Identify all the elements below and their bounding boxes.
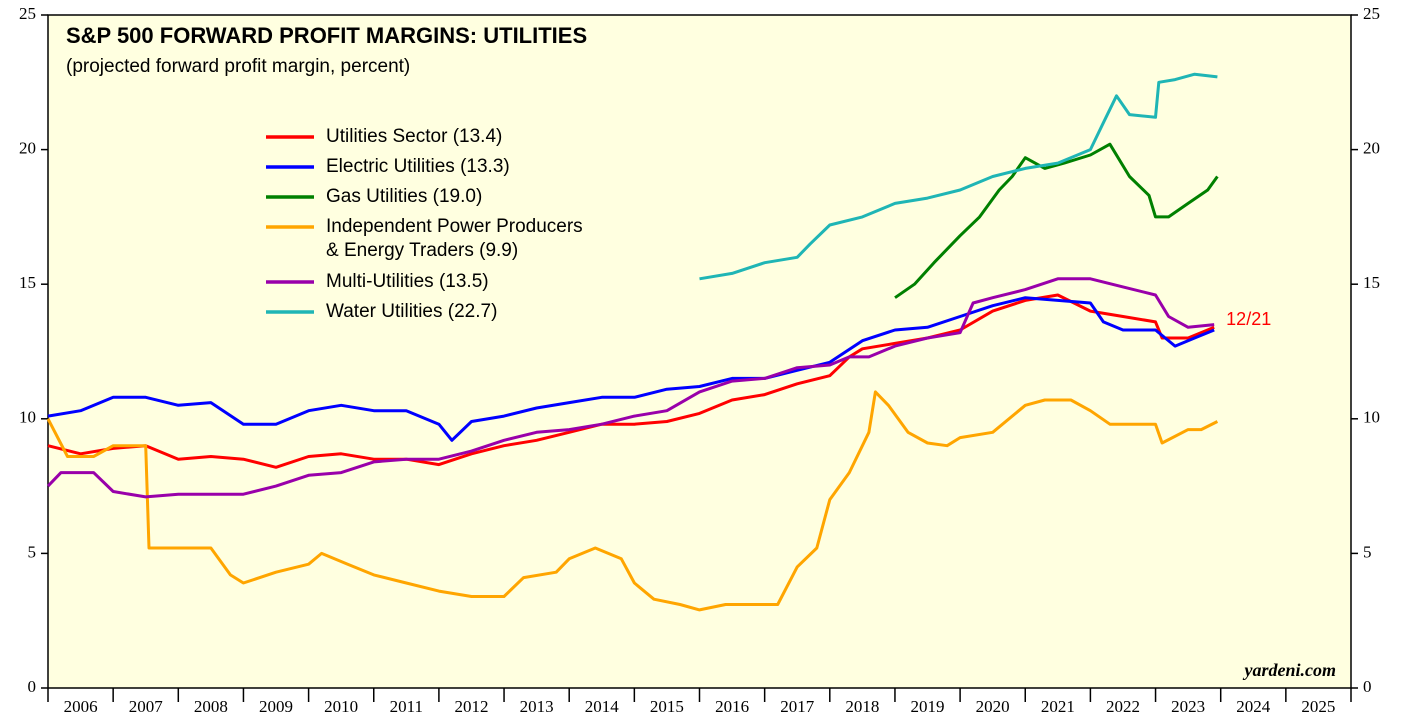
x-tick-label: 2018: [845, 697, 879, 716]
legend-label: Electric Utilities (13.3): [326, 156, 510, 177]
legend-label: Utilities Sector (13.4): [326, 126, 502, 147]
x-tick-label: 2006: [64, 697, 98, 716]
x-tick-label: 2022: [1106, 697, 1140, 716]
legend-label: Multi-Utilities (13.5): [326, 271, 489, 292]
series-line: [699, 72, 1218, 281]
y-tick-label: 15: [19, 273, 36, 292]
legend-label: Independent Power Producers & Energy Trad…: [326, 216, 583, 261]
y2-tick-label: 15: [1363, 273, 1380, 292]
y-tick-label: 5: [28, 542, 37, 561]
x-tick-label: 2010: [324, 697, 358, 716]
legend-label: Gas Utilities (19.0): [326, 186, 482, 207]
annotation: 12/21: [1226, 309, 1271, 329]
x-tick-label: 2020: [976, 697, 1010, 716]
series-line: [46, 390, 1219, 612]
x-tick-label: 2024: [1236, 697, 1271, 716]
series-line: [894, 142, 1219, 299]
y2-tick-label: 25: [1363, 4, 1380, 23]
x-tick-label: 2017: [780, 697, 815, 716]
x-tick-label: 2016: [715, 697, 749, 716]
x-tick-label: 2025: [1301, 697, 1335, 716]
y2-tick-label: 5: [1363, 542, 1372, 561]
series-line: [47, 293, 1215, 469]
legend-label: Water Utilities (22.7): [326, 301, 497, 322]
x-tick-label: 2008: [194, 697, 228, 716]
y-tick-label: 0: [28, 677, 37, 696]
x-tick-label: 2014: [585, 697, 620, 716]
x-tick-label: 2012: [454, 697, 488, 716]
y-tick-label: 10: [19, 408, 36, 427]
y2-tick-label: 20: [1363, 139, 1380, 158]
x-tick-label: 2009: [259, 697, 293, 716]
chart-title: S&P 500 FORWARD PROFIT MARGINS: UTILITIE…: [66, 23, 587, 48]
y-tick-label: 20: [19, 139, 36, 158]
x-tick-label: 2015: [650, 697, 684, 716]
y-tick-label: 25: [19, 4, 36, 23]
x-tick-label: 2011: [390, 697, 423, 716]
series-line: [46, 277, 1215, 499]
y2-tick-label: 0: [1363, 677, 1372, 696]
source: yardeni.com: [1243, 660, 1337, 680]
chart-subtitle: (projected forward profit margin, percen…: [66, 56, 410, 77]
x-tick-label: 2013: [520, 697, 554, 716]
series-line: [47, 296, 1215, 442]
x-tick-label: 2023: [1171, 697, 1205, 716]
x-tick-label: 2007: [129, 697, 164, 716]
y2-tick-label: 10: [1363, 408, 1380, 427]
x-tick-label: 2019: [911, 697, 945, 716]
x-tick-label: 2021: [1041, 697, 1075, 716]
